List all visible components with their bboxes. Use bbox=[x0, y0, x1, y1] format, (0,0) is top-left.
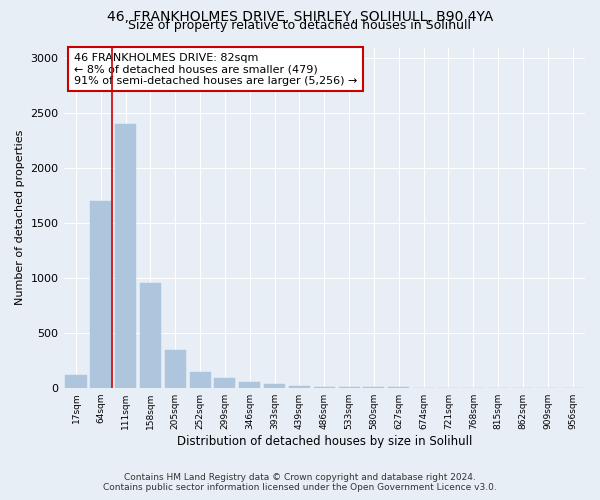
X-axis label: Distribution of detached houses by size in Solihull: Distribution of detached houses by size … bbox=[176, 434, 472, 448]
Text: 46 FRANKHOLMES DRIVE: 82sqm
← 8% of detached houses are smaller (479)
91% of sem: 46 FRANKHOLMES DRIVE: 82sqm ← 8% of deta… bbox=[74, 52, 358, 86]
Bar bbox=[264, 384, 285, 388]
Bar bbox=[338, 387, 359, 388]
Bar bbox=[214, 378, 235, 388]
Bar bbox=[115, 124, 136, 388]
Bar bbox=[289, 386, 310, 388]
Text: 46, FRANKHOLMES DRIVE, SHIRLEY, SOLIHULL, B90 4YA: 46, FRANKHOLMES DRIVE, SHIRLEY, SOLIHULL… bbox=[107, 10, 493, 24]
Bar bbox=[239, 382, 260, 388]
Text: Contains HM Land Registry data © Crown copyright and database right 2024.
Contai: Contains HM Land Registry data © Crown c… bbox=[103, 473, 497, 492]
Bar bbox=[314, 386, 335, 388]
Bar bbox=[65, 374, 86, 388]
Bar bbox=[140, 284, 161, 388]
Text: Size of property relative to detached houses in Solihull: Size of property relative to detached ho… bbox=[128, 19, 472, 32]
Bar bbox=[90, 201, 112, 388]
Bar bbox=[190, 372, 211, 388]
Bar bbox=[165, 350, 186, 388]
Y-axis label: Number of detached properties: Number of detached properties bbox=[15, 130, 25, 306]
